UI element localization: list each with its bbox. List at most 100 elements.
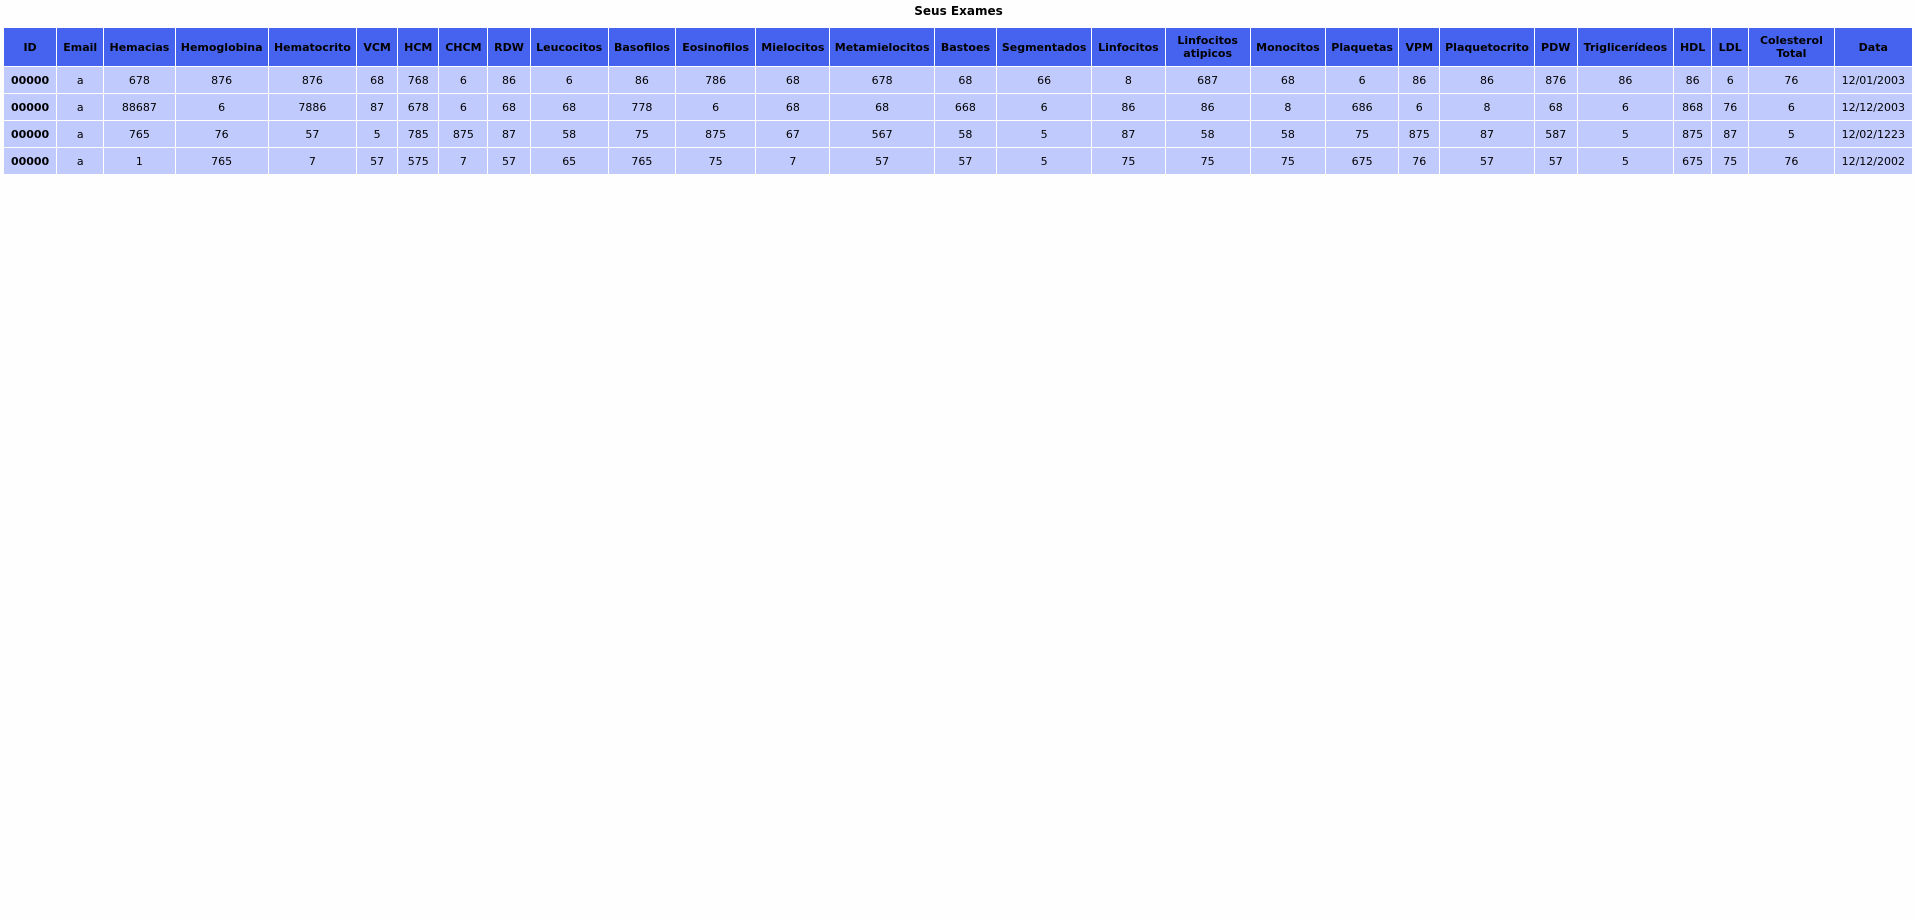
page-title: Seus Exames — [914, 4, 1003, 18]
table-cell: 6 — [439, 94, 488, 120]
table-cell: 68 — [530, 94, 608, 120]
column-header-plaquetocrito: Plaquetocrito — [1440, 28, 1534, 66]
table-cell: 678 — [830, 67, 934, 93]
table-cell: 76 — [1399, 148, 1440, 174]
column-header-vpm: VPM — [1399, 28, 1440, 66]
table-cell: 00000 — [4, 148, 57, 174]
table-cell: 876 — [1534, 67, 1577, 93]
table-cell: 86 — [1674, 67, 1712, 93]
table-cell: 765 — [175, 148, 268, 174]
table-cell: 00000 — [4, 94, 57, 120]
table-cell: 5 — [997, 148, 1092, 174]
table-cell: 6 — [1326, 67, 1399, 93]
column-header-segmentados: Segmentados — [997, 28, 1092, 66]
table-cell: 86 — [1440, 67, 1534, 93]
table-cell: 65 — [530, 148, 608, 174]
table-cell: 68 — [934, 67, 996, 93]
table-cell: 668 — [934, 94, 996, 120]
table-cell: 875 — [676, 121, 756, 147]
table-cell: 00000 — [4, 121, 57, 147]
table-cell: 678 — [104, 67, 175, 93]
table-cell: a — [57, 67, 104, 93]
table-cell: 76 — [175, 121, 268, 147]
table-cell: 86 — [1165, 94, 1250, 120]
table-cell: 7 — [756, 148, 830, 174]
table-cell: 68 — [1250, 67, 1326, 93]
table-cell: 575 — [398, 148, 439, 174]
table-cell: 57 — [488, 148, 530, 174]
table-cell: 5 — [997, 121, 1092, 147]
column-header-hematocrito: Hematocrito — [268, 28, 357, 66]
column-header-ldl: LDL — [1712, 28, 1749, 66]
table-cell: 6 — [530, 67, 608, 93]
table-cell: 75 — [676, 148, 756, 174]
column-header-rdw: RDW — [488, 28, 530, 66]
table-cell: 765 — [104, 121, 175, 147]
table-cell: 76 — [1749, 148, 1834, 174]
table-cell: a — [57, 148, 104, 174]
column-header-pdw: PDW — [1534, 28, 1577, 66]
table-cell: 66 — [997, 67, 1092, 93]
table-cell: 875 — [1674, 121, 1712, 147]
table-cell: 6 — [1577, 94, 1674, 120]
table-cell: 68 — [357, 67, 398, 93]
table-cell: 58 — [530, 121, 608, 147]
table-cell: 57 — [830, 148, 934, 174]
table-cell: 587 — [1534, 121, 1577, 147]
table-cell: 7 — [439, 148, 488, 174]
table-cell: 75 — [1326, 121, 1399, 147]
column-header-leucocitos: Leucocitos — [530, 28, 608, 66]
table-cell: 875 — [439, 121, 488, 147]
table-cell: 57 — [268, 121, 357, 147]
table-cell: 57 — [1440, 148, 1534, 174]
table-cell: 86 — [608, 67, 676, 93]
table-cell: 68 — [488, 94, 530, 120]
table-cell: 86 — [1577, 67, 1674, 93]
column-header-linfocitos: Linfocitos — [1092, 28, 1165, 66]
table-cell: 687 — [1165, 67, 1250, 93]
column-header-linfocitos-atipicos: Linfocitos atipicos — [1165, 28, 1250, 66]
table-cell: 68 — [830, 94, 934, 120]
table-cell: 8 — [1440, 94, 1534, 120]
table-row: 00000 a 88687 6 7886 87 678 6 68 68 778 6 68 68 668 6 86… — [4, 94, 1912, 120]
table-cell: 675 — [1674, 148, 1712, 174]
table-cell: 875 — [1399, 121, 1440, 147]
table-cell: 58 — [1250, 121, 1326, 147]
table-cell: 57 — [934, 148, 996, 174]
table-cell: 5 — [357, 121, 398, 147]
column-header-hcm: HCM — [398, 28, 439, 66]
table-cell: 6 — [997, 94, 1092, 120]
table-cell: 6 — [1712, 67, 1749, 93]
table-cell: 5 — [1577, 121, 1674, 147]
table-cell: 675 — [1326, 148, 1399, 174]
table-cell: 6 — [1749, 94, 1834, 120]
table-cell: 785 — [398, 121, 439, 147]
column-header-hdl: HDL — [1674, 28, 1712, 66]
table-cell: 876 — [175, 67, 268, 93]
table-row: 00000 a 765 76 57 5 785 875 87 58 75 875 67 567 58 5 87 5… — [4, 121, 1912, 147]
table-cell: 768 — [398, 67, 439, 93]
table-cell: 57 — [1534, 148, 1577, 174]
table-cell: 5 — [1577, 148, 1674, 174]
table-cell: 68 — [756, 94, 830, 120]
table-cell: 765 — [608, 148, 676, 174]
table-cell: 76 — [1712, 94, 1749, 120]
table-cell: 6 — [439, 67, 488, 93]
table-cell: 6 — [175, 94, 268, 120]
table-cell: 868 — [1674, 94, 1712, 120]
column-header-mielocitos: Mielocitos — [756, 28, 830, 66]
table-cell: 6 — [1399, 94, 1440, 120]
table-cell: 8 — [1092, 67, 1165, 93]
table-cell: 5 — [1749, 121, 1834, 147]
column-header-data: Data — [1834, 28, 1912, 66]
table-cell: 75 — [608, 121, 676, 147]
table-cell: 7 — [268, 148, 357, 174]
column-header-id: ID — [4, 28, 57, 66]
table-cell: 75 — [1712, 148, 1749, 174]
table-cell: 778 — [608, 94, 676, 120]
table-cell: 1 — [104, 148, 175, 174]
column-header-plaquetas: Plaquetas — [1326, 28, 1399, 66]
table-cell: 75 — [1165, 148, 1250, 174]
table-cell: 75 — [1092, 148, 1165, 174]
